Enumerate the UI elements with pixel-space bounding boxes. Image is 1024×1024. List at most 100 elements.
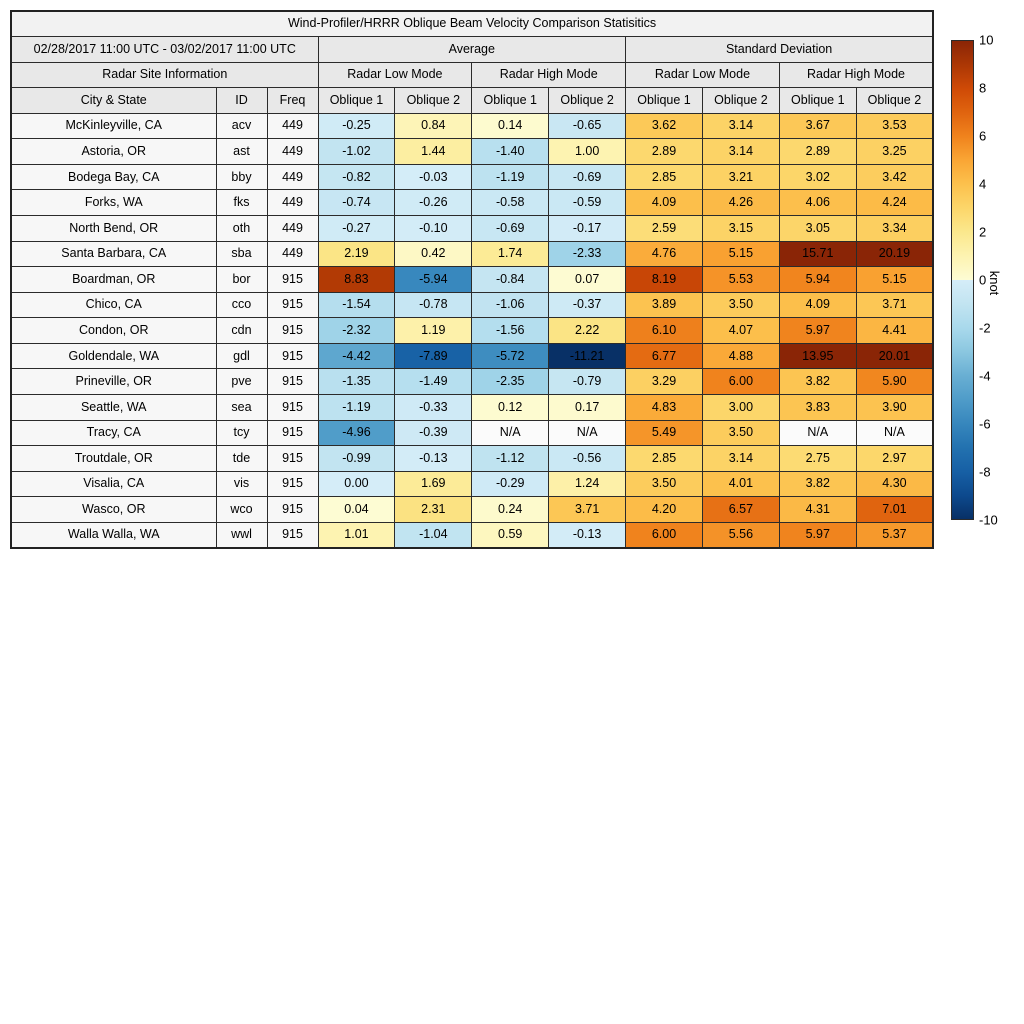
table-row: Condon, OR cdn 915 -2.32 1.19 -1.56 2.22 6.10 4.… xyxy=(10,317,934,344)
value-cell: 2.89 xyxy=(778,138,857,165)
value-cell: 5.53 xyxy=(701,266,780,293)
value-cell: -0.82 xyxy=(317,163,396,191)
value-cell: 7.01 xyxy=(855,496,934,523)
freq-cell: 449 xyxy=(266,112,319,140)
value-cell: 3.42 xyxy=(855,163,934,191)
value-cell: 3.00 xyxy=(701,393,780,421)
value-cell: -4.42 xyxy=(317,342,396,370)
value-cell: 5.15 xyxy=(701,240,780,268)
value-cell: 2.85 xyxy=(625,445,703,472)
colorbar-tick-label: -8 xyxy=(979,464,991,480)
col-city-state: City & State xyxy=(10,87,217,114)
city-cell: Walla Walla, WA xyxy=(10,521,217,549)
value-cell: 4.41 xyxy=(855,317,934,344)
value-cell: 4.09 xyxy=(625,189,703,216)
site-id-cell: fks xyxy=(215,189,268,216)
site-info-label: Radar Site Information xyxy=(10,61,319,89)
avg-low-mode-label: Radar Low Mode xyxy=(317,61,473,89)
value-cell: 3.53 xyxy=(855,112,934,140)
value-cell: -0.39 xyxy=(394,419,473,447)
value-cell: -0.10 xyxy=(394,215,473,242)
value-cell: -0.78 xyxy=(394,291,473,319)
table-row: Prineville, OR pve 915 -1.35 -1.49 -2.35 -0.79… xyxy=(10,368,934,395)
value-cell: -4.96 xyxy=(317,419,396,447)
value-cell: -0.65 xyxy=(548,112,627,140)
title-row: Wind-Profiler/HRRR Oblique Beam Velocity… xyxy=(10,10,934,38)
value-cell: -0.56 xyxy=(548,445,627,472)
city-cell: McKinleyville, CA xyxy=(10,112,217,140)
value-cell: N/A xyxy=(471,419,550,447)
value-cell: 4.24 xyxy=(855,189,934,216)
colorbar-unit-label: knot xyxy=(987,270,1002,296)
value-cell: -1.02 xyxy=(317,138,396,165)
value-cell: 13.95 xyxy=(778,342,857,370)
value-cell: -0.13 xyxy=(548,521,627,549)
value-cell: 0.59 xyxy=(471,521,550,549)
value-cell: 0.12 xyxy=(471,393,550,421)
colorbar-tick-label: 2 xyxy=(979,224,987,240)
value-cell: -0.27 xyxy=(317,215,396,242)
freq-cell: 915 xyxy=(266,368,319,395)
value-cell: 4.31 xyxy=(778,496,857,523)
city-cell: Bodega Bay, CA xyxy=(10,163,217,191)
value-cell: -11.21 xyxy=(548,342,627,370)
city-cell: Boardman, OR xyxy=(10,266,217,293)
table-row: Visalia, CA vis 915 0.00 1.69 -0.29 1.24 3.50 4.… xyxy=(10,470,934,498)
value-cell: 8.83 xyxy=(317,266,396,293)
value-cell: 20.19 xyxy=(855,240,934,268)
freq-cell: 449 xyxy=(266,240,319,268)
colorbar-tick-label: -2 xyxy=(979,320,991,336)
table-row: Tracy, CA tcy 915 -4.96 -0.39 N/A N/A 5.49 3.50 N… xyxy=(10,419,934,447)
std-high-mode-label: Radar High Mode xyxy=(778,61,934,89)
value-cell: 2.97 xyxy=(855,445,934,472)
value-cell: 3.89 xyxy=(625,291,703,319)
value-cell: -0.33 xyxy=(394,393,473,421)
value-cell: 20.01 xyxy=(855,342,934,370)
table-row: Walla Walla, WA wwl 915 1.01 -1.04 0.59 -0.13 6… xyxy=(10,521,934,549)
value-cell: 0.17 xyxy=(548,393,627,421)
value-cell: 3.83 xyxy=(778,393,857,421)
freq-cell: 915 xyxy=(266,393,319,421)
value-cell: 15.71 xyxy=(778,240,857,268)
value-cell: 3.02 xyxy=(778,163,857,191)
value-cell: 3.71 xyxy=(855,291,934,319)
site-id-cell: cco xyxy=(215,291,268,319)
value-cell: -1.06 xyxy=(471,291,550,319)
value-cell: 2.19 xyxy=(317,240,396,268)
col-oblique2: Oblique 2 xyxy=(394,87,473,114)
table-row: Chico, CA cco 915 -1.54 -0.78 -1.06 -0.37 3.89 3… xyxy=(10,291,934,319)
value-cell: 5.15 xyxy=(855,266,934,293)
colorbar-tick-label: 6 xyxy=(979,128,987,144)
value-cell: 1.44 xyxy=(394,138,473,165)
col-oblique1: Oblique 1 xyxy=(317,87,396,114)
colorbar xyxy=(951,40,974,520)
average-group-label: Average xyxy=(317,36,627,63)
freq-cell: 915 xyxy=(266,317,319,344)
value-cell: 1.19 xyxy=(394,317,473,344)
value-cell: 5.56 xyxy=(701,521,780,549)
value-cell: -0.69 xyxy=(471,215,550,242)
value-cell: 3.14 xyxy=(701,138,780,165)
site-id-cell: acv xyxy=(215,112,268,140)
freq-cell: 915 xyxy=(266,470,319,498)
freq-cell: 915 xyxy=(266,521,319,549)
value-cell: 1.24 xyxy=(548,470,627,498)
table-row: Bodega Bay, CA bby 449 -0.82 -0.03 -1.19 -0.69… xyxy=(10,163,934,191)
value-cell: -1.19 xyxy=(317,393,396,421)
site-id-cell: wwl xyxy=(215,521,268,549)
col-oblique1: Oblique 1 xyxy=(625,87,703,114)
value-cell: 4.20 xyxy=(625,496,703,523)
col-freq: Freq xyxy=(266,87,319,114)
freq-cell: 449 xyxy=(266,138,319,165)
table-row: Astoria, OR ast 449 -1.02 1.44 -1.40 1.00 2.89 3… xyxy=(10,138,934,165)
value-cell: -0.79 xyxy=(548,368,627,395)
value-cell: -0.99 xyxy=(317,445,396,472)
value-cell: 2.31 xyxy=(394,496,473,523)
city-cell: North Bend, OR xyxy=(10,215,217,242)
value-cell: 4.88 xyxy=(701,342,780,370)
value-cell: 1.74 xyxy=(471,240,550,268)
value-cell: 3.29 xyxy=(625,368,703,395)
site-id-cell: oth xyxy=(215,215,268,242)
value-cell: 6.10 xyxy=(625,317,703,344)
freq-cell: 915 xyxy=(266,342,319,370)
